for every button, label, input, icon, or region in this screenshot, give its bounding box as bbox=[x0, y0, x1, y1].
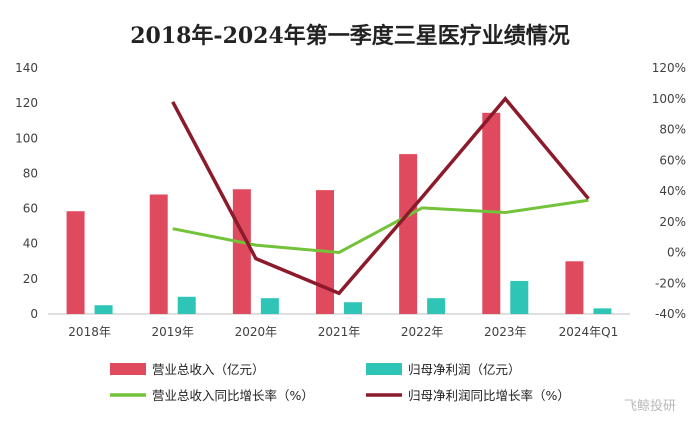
y-right-tick-label: 40% bbox=[659, 184, 686, 198]
net-profit-bar bbox=[510, 280, 529, 314]
y-right-tick-label: 0% bbox=[667, 246, 686, 260]
revenue-bar bbox=[482, 112, 501, 314]
x-tick-label: 2024年Q1 bbox=[559, 325, 619, 339]
y-left-tick-label: 120 bbox=[15, 96, 38, 110]
net-profit-bar bbox=[593, 308, 612, 314]
watermark-text: 飞鲸投研 bbox=[624, 398, 676, 414]
bar-layer bbox=[66, 112, 612, 314]
x-tick-label: 2023年 bbox=[484, 325, 527, 339]
legend-label: 营业总收入（亿元） bbox=[152, 362, 265, 377]
axis-layer: 0 20 40 60 80 100 120 140 -40% -20% 0% 20% 40% 60% 80%… bbox=[15, 61, 686, 339]
legend-label: 归母净利润（亿元） bbox=[408, 362, 521, 377]
y-left-tick-label: 100 bbox=[15, 131, 38, 145]
revenue-bar bbox=[66, 211, 85, 314]
y-right-tick-label: 80% bbox=[659, 123, 686, 137]
net-profit-bar bbox=[427, 298, 446, 314]
revenue-bar bbox=[149, 194, 168, 314]
legend-label: 营业总收入同比增长率（%） bbox=[152, 388, 314, 403]
y-left-tick-label: 0 bbox=[30, 307, 38, 321]
net-profit-bar bbox=[177, 296, 196, 314]
y-right-tick-label: 120% bbox=[652, 61, 686, 75]
y-right-tick-label: 60% bbox=[659, 153, 686, 167]
net-profit-bar bbox=[94, 305, 113, 314]
revenue-growth-line bbox=[172, 198, 589, 255]
y-right-tick-label: 100% bbox=[652, 92, 686, 106]
x-tick-label: 2018年 bbox=[68, 325, 111, 339]
revenue-bar bbox=[565, 261, 584, 314]
chart-title: 2018年-2024年第一季度三星医疗业绩情况 bbox=[130, 23, 570, 49]
y-right-tick-label: -20% bbox=[655, 276, 686, 290]
revenue-bar bbox=[399, 154, 418, 314]
y-left-tick-label: 80 bbox=[23, 166, 38, 180]
x-tick-label: 2021年 bbox=[318, 325, 361, 339]
legend-label: 归母净利润同比增长率（%） bbox=[408, 388, 570, 403]
y-left-tick-label: 40 bbox=[23, 237, 38, 251]
y-left-tick-label: 60 bbox=[23, 202, 38, 216]
y-right-tick-label: 20% bbox=[659, 215, 686, 229]
x-tick-label: 2019年 bbox=[151, 325, 194, 339]
y-left-tick-label: 140 bbox=[15, 61, 38, 75]
legend: 营业总收入（亿元） 归母净利润（亿元） 营业总收入同比增长率（%） 归母净利润同比增长… bbox=[110, 362, 570, 403]
line-layer bbox=[171, 96, 590, 296]
profit-growth-line bbox=[171, 96, 590, 296]
net-profit-bar bbox=[344, 302, 362, 314]
legend-swatch bbox=[366, 363, 402, 375]
y-right-tick-label: -40% bbox=[655, 307, 686, 321]
revenue-bar bbox=[232, 189, 251, 314]
x-tick-label: 2020年 bbox=[235, 325, 278, 339]
y-left-tick-label: 20 bbox=[23, 272, 38, 286]
x-tick-label: 2022年 bbox=[401, 325, 444, 339]
legend-swatch bbox=[110, 363, 146, 375]
net-profit-bar bbox=[260, 298, 279, 314]
